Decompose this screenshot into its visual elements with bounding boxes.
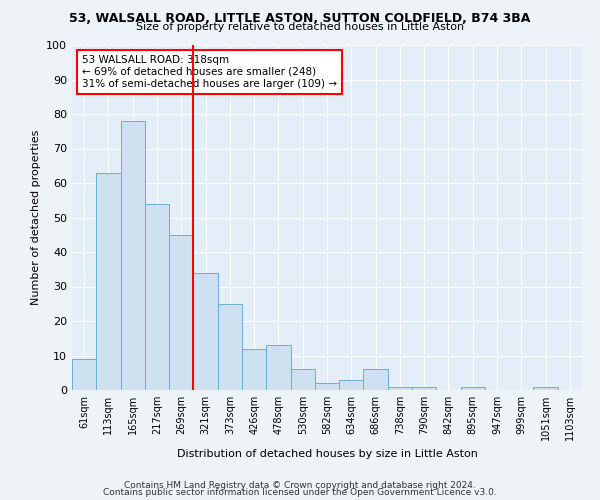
Bar [242, 348, 266, 390]
Bar [388, 386, 412, 390]
Bar [96, 172, 121, 390]
Bar [169, 235, 193, 390]
Bar [72, 359, 96, 390]
X-axis label: Distribution of detached houses by size in Little Aston: Distribution of detached houses by size … [176, 448, 478, 458]
Bar [121, 121, 145, 390]
Bar [266, 345, 290, 390]
Text: Size of property relative to detached houses in Little Aston: Size of property relative to detached ho… [136, 22, 464, 32]
Bar [364, 370, 388, 390]
Text: 53 WALSALL ROAD: 318sqm
← 69% of detached houses are smaller (248)
31% of semi-d: 53 WALSALL ROAD: 318sqm ← 69% of detache… [82, 56, 337, 88]
Text: Contains public sector information licensed under the Open Government Licence v3: Contains public sector information licen… [103, 488, 497, 497]
Bar [339, 380, 364, 390]
Text: 53, WALSALL ROAD, LITTLE ASTON, SUTTON COLDFIELD, B74 3BA: 53, WALSALL ROAD, LITTLE ASTON, SUTTON C… [70, 12, 530, 26]
Bar [145, 204, 169, 390]
Bar [290, 370, 315, 390]
Bar [218, 304, 242, 390]
Bar [461, 386, 485, 390]
Bar [193, 272, 218, 390]
Bar [412, 386, 436, 390]
Text: Contains HM Land Registry data © Crown copyright and database right 2024.: Contains HM Land Registry data © Crown c… [124, 480, 476, 490]
Bar [533, 386, 558, 390]
Y-axis label: Number of detached properties: Number of detached properties [31, 130, 41, 305]
Bar [315, 383, 339, 390]
